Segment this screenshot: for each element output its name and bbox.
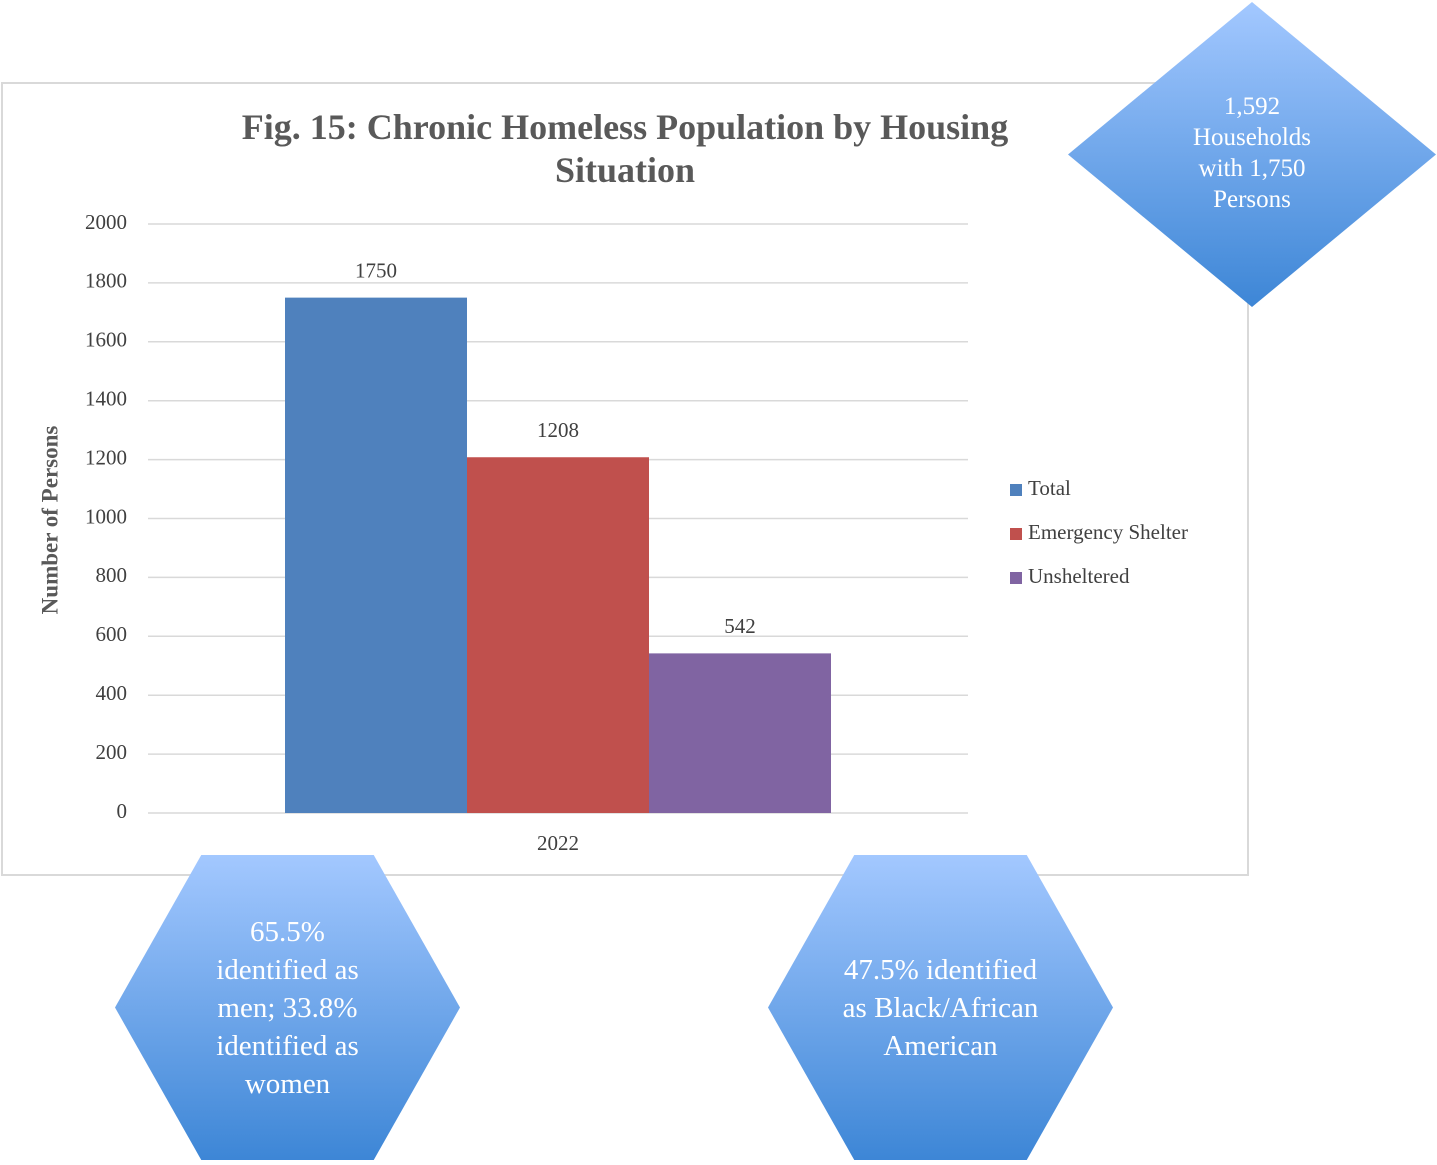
y-tick-label: 1800 bbox=[85, 269, 127, 293]
data-label: 1208 bbox=[537, 418, 579, 442]
legend-swatch bbox=[1010, 528, 1022, 540]
callout-text: 65.5% identified as men; 33.8% identifie… bbox=[216, 915, 359, 1100]
legend-label: Total bbox=[1028, 476, 1071, 500]
legend-swatch bbox=[1010, 484, 1022, 496]
bar bbox=[467, 457, 649, 813]
data-label: 1750 bbox=[355, 258, 397, 282]
y-tick-label: 1600 bbox=[85, 328, 127, 352]
callout-text: 1,592 Households with 1,750 Persons bbox=[1192, 92, 1312, 213]
legend-label: Unsheltered bbox=[1028, 564, 1130, 588]
y-axis-label: Number of Persons bbox=[37, 426, 62, 615]
y-tick-label: 1000 bbox=[85, 504, 127, 528]
y-tick-label: 400 bbox=[96, 681, 128, 705]
data-label: 542 bbox=[724, 614, 756, 638]
y-tick-label: 0 bbox=[117, 799, 128, 823]
bar bbox=[285, 297, 467, 813]
chart-title: Fig. 15: Chronic Homeless Population by … bbox=[241, 107, 1009, 190]
y-tick-label: 1400 bbox=[85, 387, 127, 411]
y-tick-label: 1200 bbox=[85, 445, 127, 469]
legend-swatch bbox=[1010, 572, 1022, 584]
bar bbox=[649, 653, 831, 813]
y-tick-label: 800 bbox=[96, 563, 128, 587]
legend-label: Emergency Shelter bbox=[1028, 520, 1188, 544]
y-tick-label: 2000 bbox=[85, 210, 127, 234]
y-tick-label: 600 bbox=[96, 622, 128, 646]
x-tick-label: 2022 bbox=[537, 831, 579, 855]
y-tick-label: 200 bbox=[96, 740, 128, 764]
callout-text: 47.5% identified as Black/African Americ… bbox=[842, 953, 1039, 1062]
